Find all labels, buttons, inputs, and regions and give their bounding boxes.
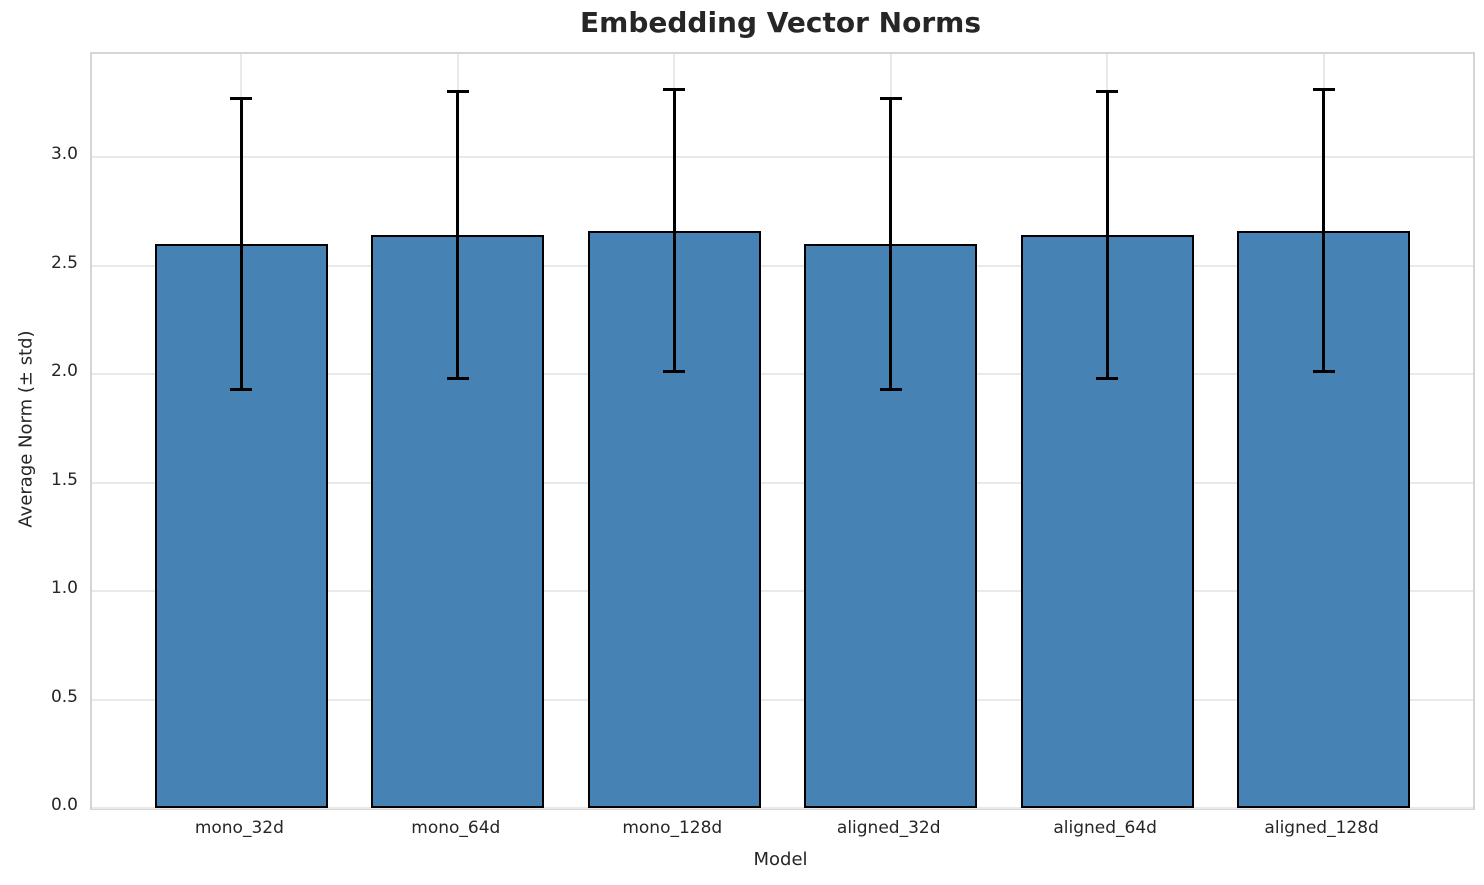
y-tick-label: 2.5 (50, 252, 78, 273)
y-tick-label: 1.5 (50, 469, 78, 490)
y-tick-label: 0.0 (50, 795, 78, 815)
error-bar-cap-bottom (230, 387, 253, 391)
y-tick-label: 1.0 (50, 578, 78, 599)
error-bar-cap-bottom (1096, 376, 1119, 380)
error-bar-cap-bottom (879, 387, 902, 391)
x-tick-label: aligned_128d (1264, 818, 1379, 838)
error-bar-line (889, 98, 893, 390)
error-bar-cap-bottom (1312, 370, 1335, 374)
y-axis-label: Average Norm (± std) (15, 330, 37, 528)
error-bar-line (239, 98, 243, 390)
error-bar-line (1322, 89, 1326, 372)
error-bar-cap-bottom (446, 376, 469, 380)
gridline-h (92, 264, 1473, 267)
x-tick-label: mono_32d (194, 818, 284, 838)
x-tick-label: aligned_64d (1053, 818, 1157, 838)
x-tick-label: mono_64d (411, 818, 501, 838)
gridline-h (92, 156, 1473, 159)
x-axis-label: Model (753, 849, 808, 870)
error-bar-cap-top (663, 88, 686, 92)
y-tick-label: 2.0 (50, 361, 78, 382)
error-bar-cap-top (230, 96, 253, 100)
bar (1020, 235, 1194, 808)
error-bar-cap-top (1312, 88, 1335, 92)
gridline-h (92, 698, 1473, 701)
y-tick-label: 3.0 (50, 144, 78, 165)
error-bar-cap-top (446, 90, 469, 94)
error-bar-cap-top (879, 96, 902, 100)
error-bar-cap-top (1096, 90, 1119, 94)
gridline-h (92, 590, 1473, 593)
chart-title: Embedding Vector Norms (580, 6, 981, 39)
x-tick-label: aligned_32d (836, 818, 941, 838)
error-bar-cap-bottom (663, 370, 686, 374)
gridline-h (92, 481, 1473, 484)
error-bar-line (1105, 91, 1109, 379)
error-bar-line (672, 89, 676, 372)
gridline-h (92, 373, 1473, 376)
y-tick-label: 0.5 (50, 686, 78, 707)
error-bar-line (456, 91, 460, 379)
x-tick-label: mono_128d (622, 818, 723, 838)
gridline-h (92, 807, 1473, 809)
plot-area (90, 52, 1475, 810)
